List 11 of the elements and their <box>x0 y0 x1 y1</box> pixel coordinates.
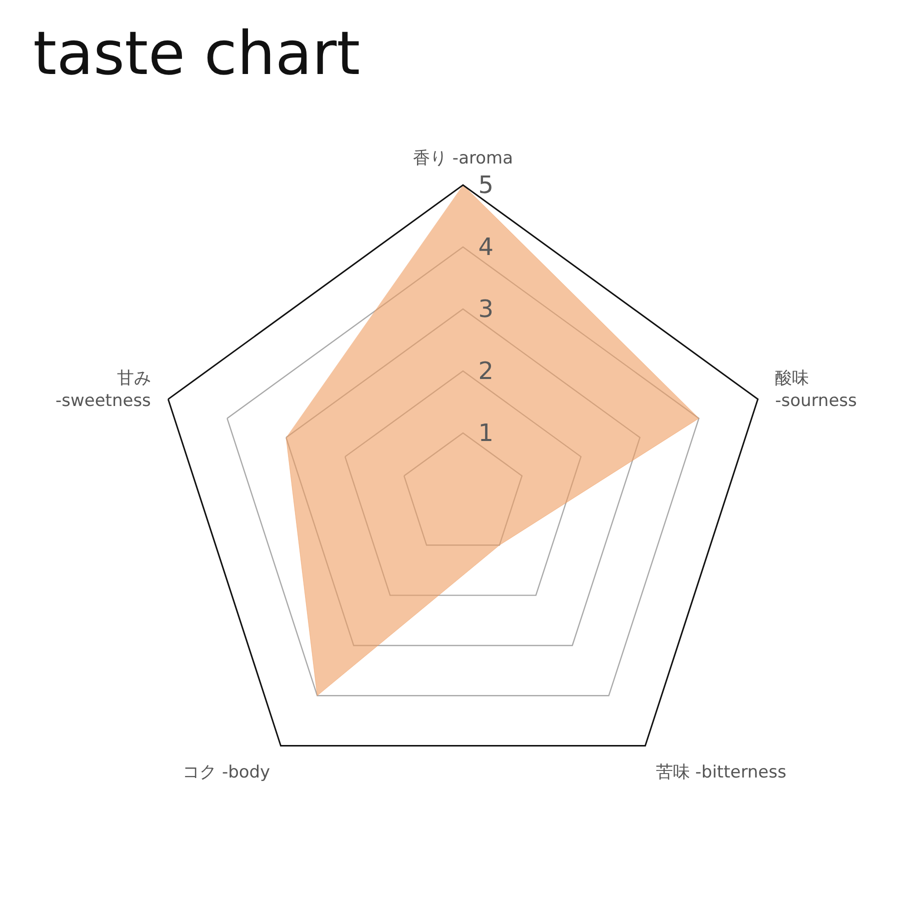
y-tick-label: 3 <box>478 294 494 323</box>
chart-title: taste chart <box>33 19 360 90</box>
spoke-label: 苦味 -bitterness <box>656 762 787 783</box>
y-tick-label: 4 <box>478 232 494 261</box>
spoke-label: 香り -aroma <box>413 148 513 168</box>
spoke-label: 酸味 -sourness <box>775 368 858 411</box>
y-tick-label: 1 <box>478 418 494 447</box>
spoke-label: 甘み -sweetness <box>55 368 152 411</box>
spoke-label: コク -body <box>182 762 270 783</box>
y-tick-label: 5 <box>478 170 494 199</box>
y-tick-label: 2 <box>478 356 494 385</box>
